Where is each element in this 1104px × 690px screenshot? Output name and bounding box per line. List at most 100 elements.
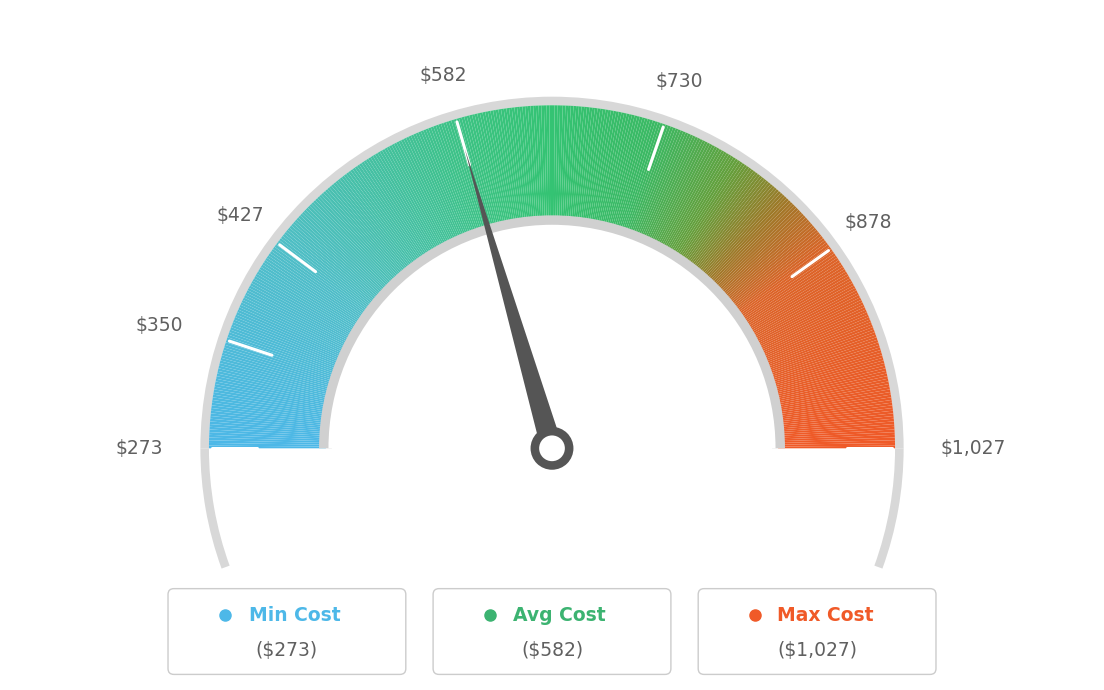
Text: ($273): ($273) xyxy=(256,641,318,660)
Wedge shape xyxy=(767,342,879,380)
Wedge shape xyxy=(707,198,788,285)
Wedge shape xyxy=(587,110,608,225)
Wedge shape xyxy=(237,310,346,359)
Wedge shape xyxy=(342,175,415,270)
Wedge shape xyxy=(235,315,343,362)
Wedge shape xyxy=(704,195,785,282)
Wedge shape xyxy=(289,226,380,303)
Wedge shape xyxy=(620,121,658,233)
Wedge shape xyxy=(200,97,904,449)
Wedge shape xyxy=(634,128,678,238)
Wedge shape xyxy=(742,262,841,327)
Wedge shape xyxy=(220,360,333,392)
Wedge shape xyxy=(210,422,327,433)
Wedge shape xyxy=(493,110,514,226)
Wedge shape xyxy=(705,197,787,284)
Wedge shape xyxy=(617,119,652,233)
Wedge shape xyxy=(561,106,569,222)
Wedge shape xyxy=(745,271,847,333)
Wedge shape xyxy=(774,384,890,408)
Wedge shape xyxy=(655,143,710,248)
Wedge shape xyxy=(244,295,350,349)
Wedge shape xyxy=(760,312,868,360)
FancyBboxPatch shape xyxy=(698,589,936,674)
Wedge shape xyxy=(304,210,390,293)
Wedge shape xyxy=(210,419,327,431)
Wedge shape xyxy=(627,125,668,235)
Wedge shape xyxy=(673,159,739,258)
Wedge shape xyxy=(603,114,633,228)
Wedge shape xyxy=(219,363,333,394)
Wedge shape xyxy=(321,193,401,281)
Wedge shape xyxy=(563,106,571,223)
Wedge shape xyxy=(394,143,449,248)
Wedge shape xyxy=(298,215,386,296)
Wedge shape xyxy=(212,397,328,417)
Wedge shape xyxy=(522,106,534,223)
Wedge shape xyxy=(575,107,590,224)
Wedge shape xyxy=(708,200,790,286)
FancyBboxPatch shape xyxy=(168,589,406,674)
Wedge shape xyxy=(776,408,893,424)
Wedge shape xyxy=(567,106,578,223)
Wedge shape xyxy=(308,206,392,290)
Wedge shape xyxy=(719,217,807,297)
Wedge shape xyxy=(735,246,831,317)
Wedge shape xyxy=(656,144,712,248)
Wedge shape xyxy=(535,106,543,222)
Wedge shape xyxy=(713,208,798,291)
Wedge shape xyxy=(768,350,881,385)
Wedge shape xyxy=(641,133,691,242)
Wedge shape xyxy=(645,136,696,243)
Wedge shape xyxy=(286,230,378,306)
Wedge shape xyxy=(743,264,843,328)
Text: $582: $582 xyxy=(420,66,467,85)
Wedge shape xyxy=(771,358,883,391)
Wedge shape xyxy=(716,213,804,295)
Wedge shape xyxy=(389,145,446,249)
Wedge shape xyxy=(724,226,815,303)
Text: $350: $350 xyxy=(136,316,183,335)
Wedge shape xyxy=(736,249,832,318)
Wedge shape xyxy=(501,109,520,225)
Wedge shape xyxy=(581,108,597,224)
Wedge shape xyxy=(544,106,549,222)
Wedge shape xyxy=(326,189,404,279)
Polygon shape xyxy=(465,149,562,451)
Wedge shape xyxy=(618,121,656,233)
Wedge shape xyxy=(213,392,329,413)
Wedge shape xyxy=(329,225,775,451)
Wedge shape xyxy=(214,384,330,408)
Wedge shape xyxy=(766,339,879,378)
Wedge shape xyxy=(585,109,606,225)
Wedge shape xyxy=(584,109,603,225)
Wedge shape xyxy=(413,133,463,242)
Wedge shape xyxy=(454,119,489,232)
Wedge shape xyxy=(354,166,424,264)
Wedge shape xyxy=(273,246,369,317)
Wedge shape xyxy=(300,213,388,295)
Wedge shape xyxy=(212,403,328,420)
Wedge shape xyxy=(777,426,894,436)
Wedge shape xyxy=(436,125,477,235)
Wedge shape xyxy=(252,281,354,339)
Wedge shape xyxy=(452,119,487,233)
Wedge shape xyxy=(227,335,339,375)
Wedge shape xyxy=(490,110,513,226)
Wedge shape xyxy=(658,145,715,249)
Wedge shape xyxy=(507,108,523,224)
Wedge shape xyxy=(750,283,853,341)
Wedge shape xyxy=(233,319,342,365)
Wedge shape xyxy=(750,281,852,339)
Wedge shape xyxy=(251,283,354,341)
Wedge shape xyxy=(448,121,486,233)
Wedge shape xyxy=(762,322,872,366)
Wedge shape xyxy=(622,122,660,234)
Wedge shape xyxy=(777,429,894,437)
Wedge shape xyxy=(426,128,470,238)
Wedge shape xyxy=(680,166,750,264)
Wedge shape xyxy=(216,376,331,402)
Wedge shape xyxy=(747,276,850,336)
Wedge shape xyxy=(386,146,445,250)
Wedge shape xyxy=(675,160,741,259)
